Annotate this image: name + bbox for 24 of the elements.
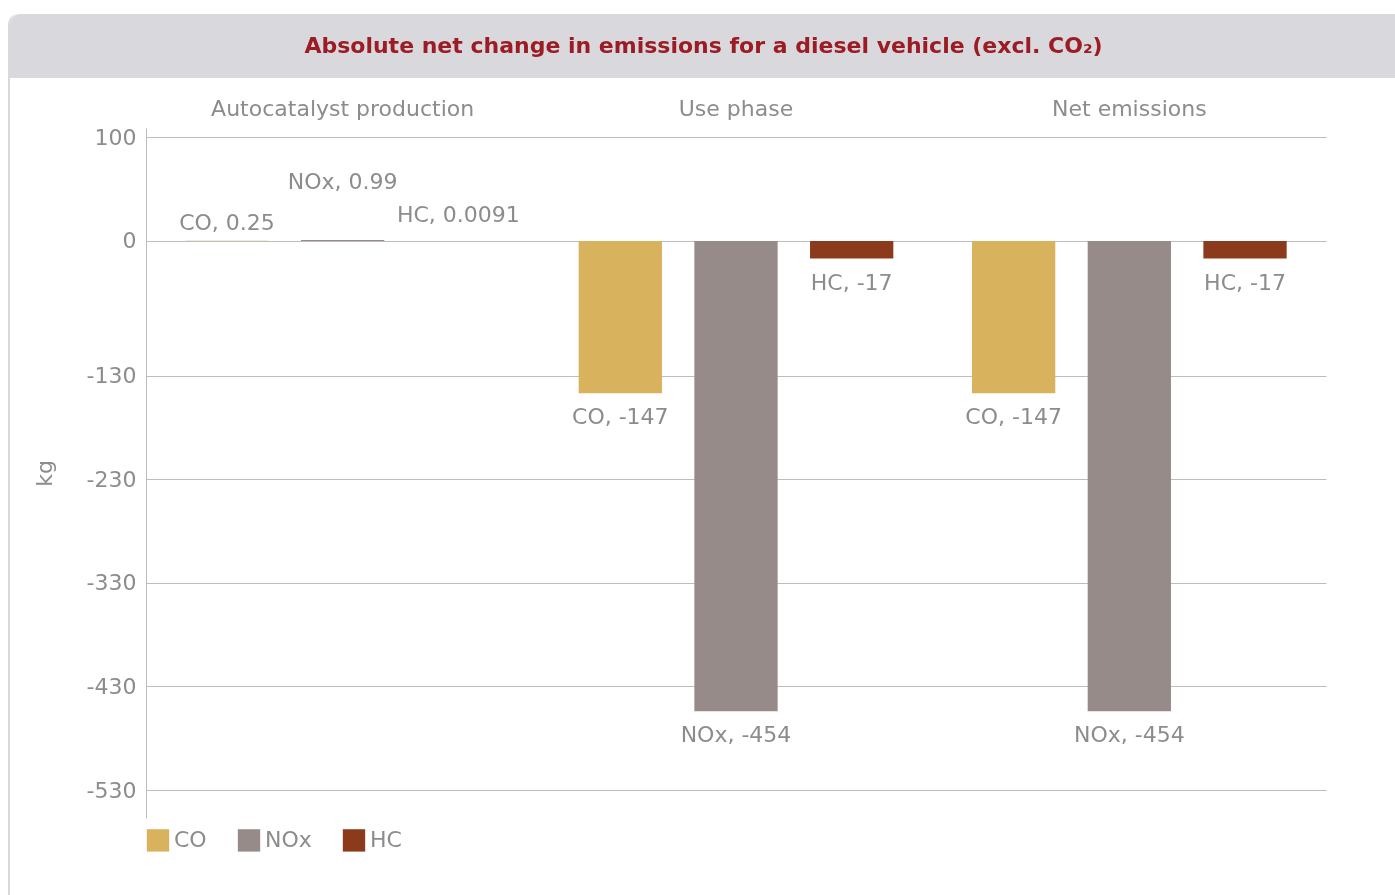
data-label: HC, 0.0091 xyxy=(396,201,520,227)
data-label: CO, -147 xyxy=(965,404,1062,430)
y-tick-label: -230 xyxy=(86,466,137,492)
data-label: HC, -17 xyxy=(1204,269,1286,295)
x-tick-label: Use phase xyxy=(678,95,794,121)
y-tick-label: -430 xyxy=(86,673,137,699)
y-tick-label: 0 xyxy=(122,228,137,254)
data-label: NOx, -454 xyxy=(1073,722,1185,748)
y-tick-label: -530 xyxy=(86,777,137,803)
data-label: CO, 0.25 xyxy=(179,209,275,235)
y-tick-label: 100 xyxy=(94,124,137,150)
x-tick-label: Autocatalyst production xyxy=(211,95,475,121)
data-label: NOx, -454 xyxy=(680,722,792,748)
x-tick-label: Net emissions xyxy=(1052,95,1207,121)
y-tick-label: -130 xyxy=(86,363,137,389)
chart-title: Absolute net change in emissions for a diesel vehicle (excl. CO₂) xyxy=(10,14,1395,78)
y-tick-label: -330 xyxy=(86,570,137,596)
data-label: HC, -17 xyxy=(810,269,893,295)
legend-label: HC xyxy=(370,827,402,853)
legend-label: NOx xyxy=(265,827,312,853)
legend-label: CO xyxy=(174,827,207,853)
data-label: NOx, 0.99 xyxy=(287,168,398,194)
data-label: CO, -147 xyxy=(572,404,669,430)
y-axis-title: kg xyxy=(31,460,57,487)
